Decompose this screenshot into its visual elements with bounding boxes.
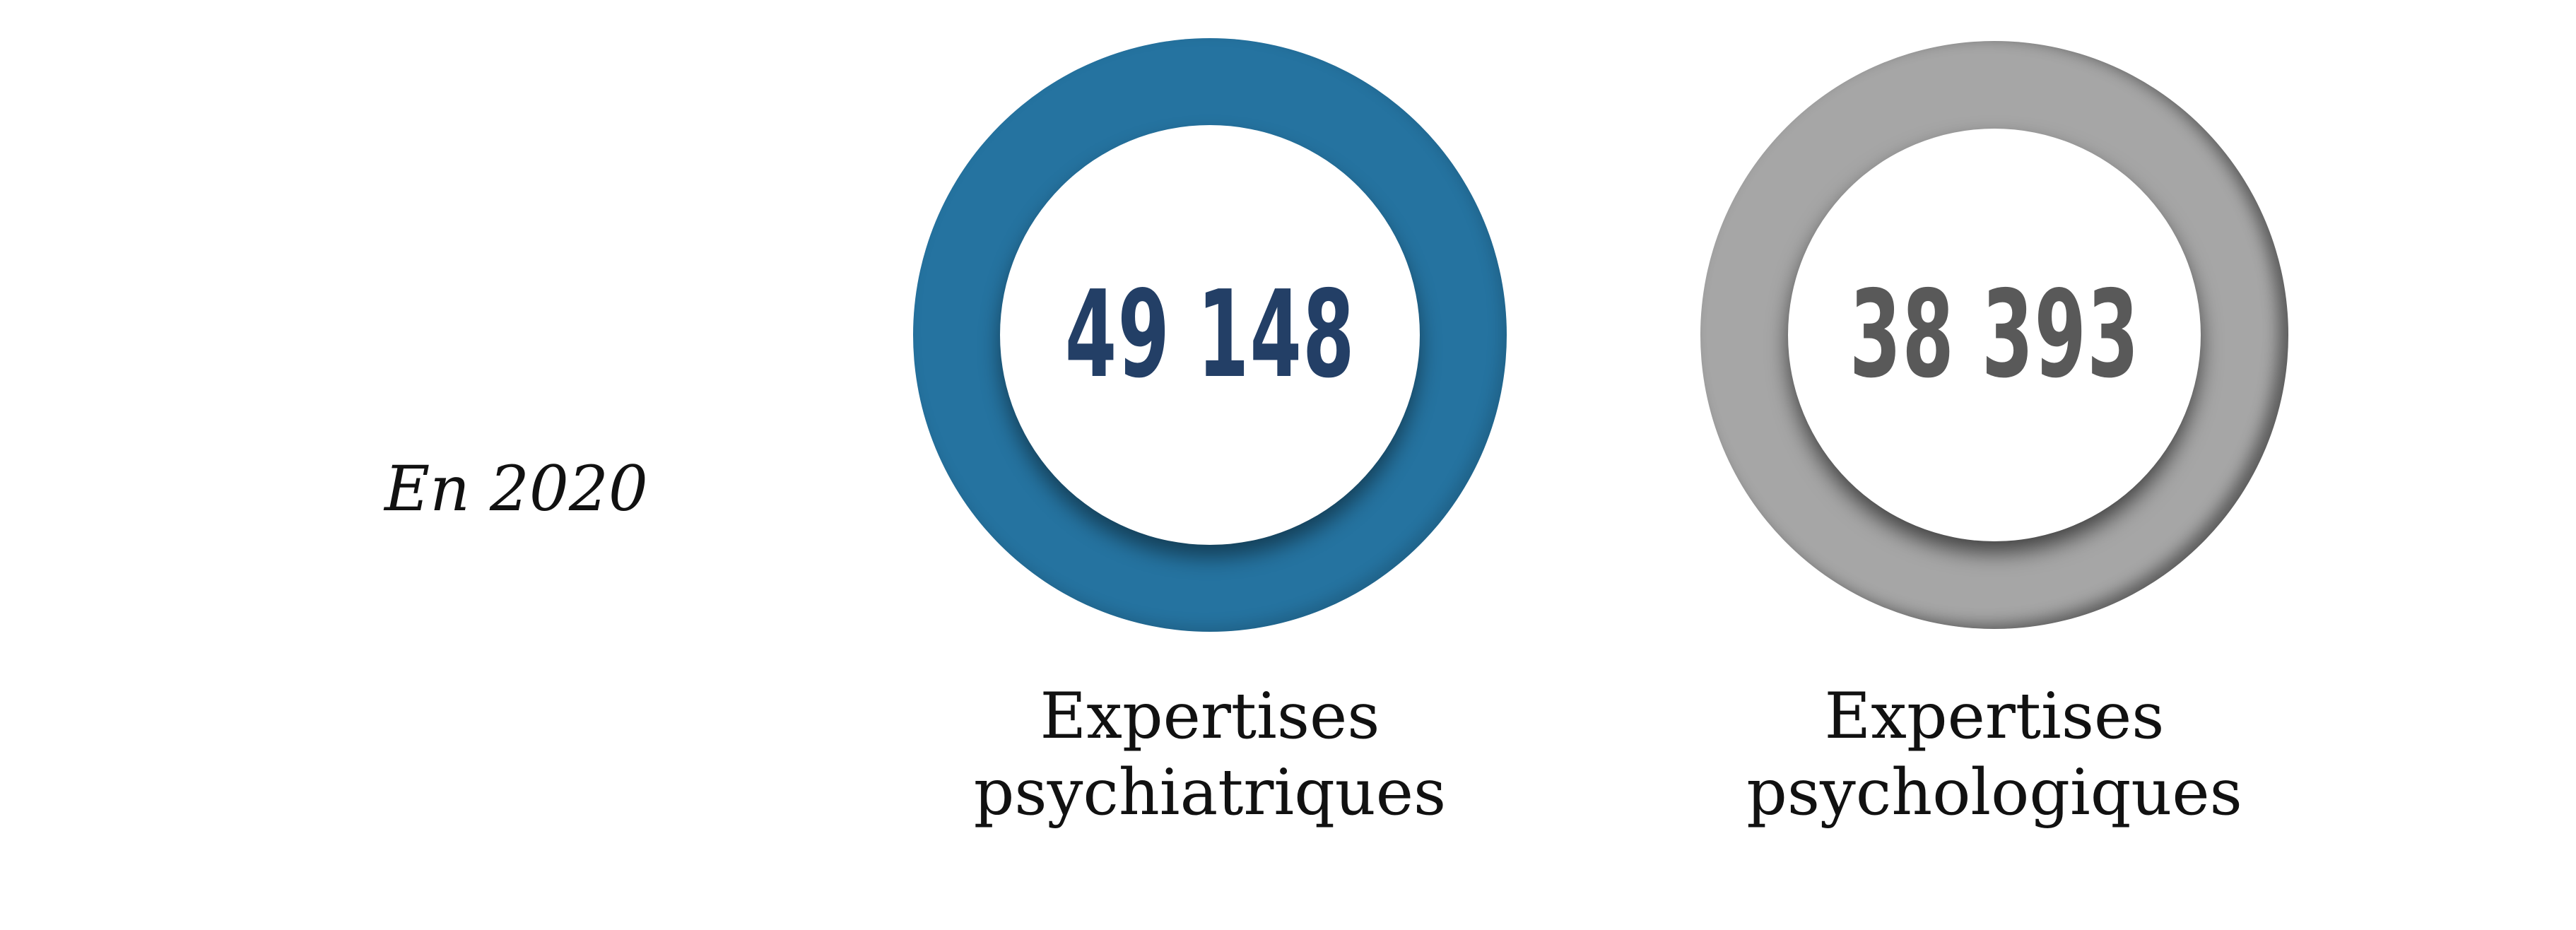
year-label: En 2020 xyxy=(384,452,648,525)
label-line: Expertises xyxy=(1040,679,1380,753)
psychiatric-ring: 49 148 xyxy=(913,38,1507,632)
label-line: Expertises xyxy=(1824,679,2165,753)
psychological-count: 38 393 xyxy=(1849,265,2140,405)
psychiatric-count: 49 148 xyxy=(1064,265,1355,405)
ring-center: 38 393 xyxy=(1788,129,2201,541)
ring-center: 49 148 xyxy=(1000,125,1420,545)
label-line: psychiatriques xyxy=(973,755,1447,830)
psychological-ring: 38 393 xyxy=(1700,41,2288,629)
psychiatric-label: Expertises psychiatriques xyxy=(892,678,1528,831)
label-line: psychologiques xyxy=(1746,755,2242,830)
psychological-label: Expertises psychologiques xyxy=(1676,678,2312,831)
